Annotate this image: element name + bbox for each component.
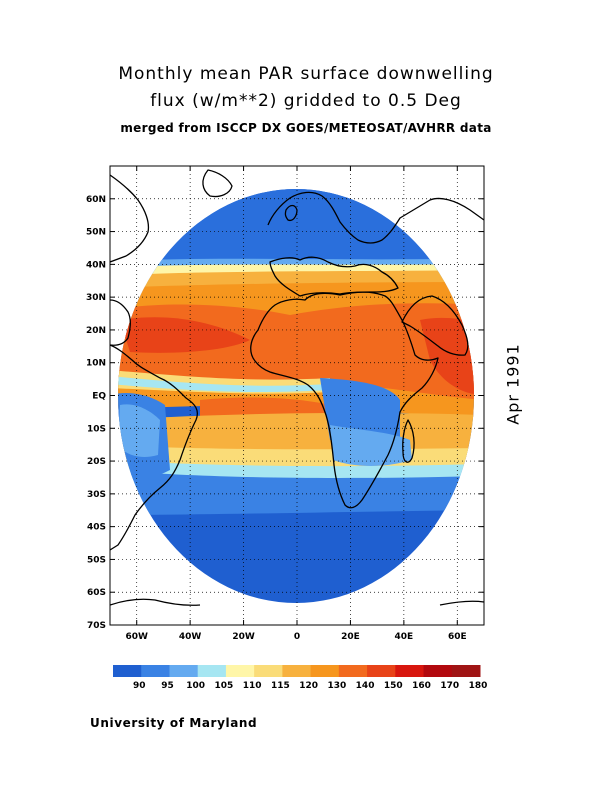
colorbar-swatch <box>423 665 453 677</box>
title-line-1: Monthly mean PAR surface downwelling <box>118 64 494 84</box>
africa-coast <box>250 291 439 509</box>
central-america-coast <box>110 299 131 346</box>
lon-label: 20W <box>232 632 255 642</box>
lat-label: EQ <box>92 392 106 402</box>
colorbar-label: 90 <box>133 681 146 691</box>
colorbar-swatch <box>367 665 396 677</box>
lat-label: 20S <box>87 457 106 467</box>
antarctica-coast-east <box>439 600 484 606</box>
colorbar-label: 110 <box>243 681 262 691</box>
colorbar-swatch <box>254 665 283 677</box>
lon-label: 60E <box>448 632 467 642</box>
date-label-container: Apr 1991 <box>493 339 533 429</box>
colorbar-label: 120 <box>299 681 318 691</box>
lat-label: 50N <box>86 228 106 238</box>
grid-lines <box>110 166 484 625</box>
colorbar-label: 180 <box>469 681 488 691</box>
latitude-labels: 60N 50N 40N 30N 20N 10N EQ 10S 20S 30S 40S 50S 60S 70… <box>86 195 106 631</box>
lat-label: 10N <box>86 359 106 369</box>
mediterranean-coast <box>269 256 399 297</box>
lat-label: 60S <box>87 588 106 598</box>
lat-label: 30N <box>86 293 106 303</box>
lat-label: 10S <box>87 424 106 434</box>
longitude-labels: 60W 40W 20W 0 20E 40E 60E <box>125 632 466 642</box>
colorbar-label: 105 <box>215 681 234 691</box>
title-line-2: flux (w/m**2) gridded to 0.5 Deg <box>150 91 462 111</box>
lon-label: 40W <box>179 632 202 642</box>
colorbar <box>113 665 481 677</box>
lat-label: 60N <box>86 195 106 205</box>
colorbar-swatch <box>113 665 142 677</box>
lon-label: 40E <box>395 632 414 642</box>
colorbar-label: 100 <box>186 681 205 691</box>
lat-label: 40N <box>86 260 106 270</box>
colorbar-swatch <box>310 665 340 677</box>
colorbar-swatch <box>451 665 481 677</box>
credit-label: University of Maryland <box>90 716 258 730</box>
arabia-coast <box>401 295 469 356</box>
colorbar-swatch <box>338 665 368 677</box>
date-label: Apr 1991 <box>503 343 523 425</box>
band-brazil-light <box>118 404 160 457</box>
lat-label: 50S <box>87 555 106 565</box>
band-itcz-cyan <box>118 376 330 392</box>
colorbar-label: 170 <box>440 681 459 691</box>
lat-label: 40S <box>87 523 106 533</box>
lon-label: 60W <box>125 632 148 642</box>
antarctica-coast-west <box>110 598 201 606</box>
colorbar-label: 130 <box>327 681 346 691</box>
greenland-coast <box>202 169 233 198</box>
colorbar-swatch <box>169 665 199 677</box>
lon-label: 0 <box>294 632 300 642</box>
colorbar-labels: 90 95 100 105 110 115 120 130 140 150 160 170 180 <box>133 681 487 691</box>
lat-label: 20N <box>86 326 106 336</box>
colorbar-swatch <box>141 665 170 677</box>
coastlines <box>110 169 484 606</box>
lon-label: 20E <box>341 632 360 642</box>
colorbar-label: 95 <box>161 681 174 691</box>
colorbar-swatch <box>197 665 227 677</box>
colorbar-label: 160 <box>412 681 431 691</box>
band-south-blue <box>118 470 474 515</box>
title-line-3: merged from ISCCP DX GOES/METEOSAT/AVHRR… <box>120 121 492 135</box>
colorbar-label: 115 <box>271 681 290 691</box>
colorbar-swatch <box>282 665 312 677</box>
south-america-coast <box>110 344 199 551</box>
colorbar-label: 150 <box>384 681 403 691</box>
band-atlantic-red-north <box>120 317 250 353</box>
lat-label: 30S <box>87 490 106 500</box>
europe-coast <box>267 191 484 244</box>
colorbar-swatch <box>225 665 255 677</box>
colorbar-swatch <box>395 665 425 677</box>
north-america-coast <box>110 174 150 263</box>
lat-label: 70S <box>87 621 106 631</box>
colorbar-label: 140 <box>356 681 375 691</box>
band-southern-africa-light <box>330 425 412 466</box>
british-isles-coast <box>284 204 298 222</box>
axis-ticks <box>110 166 484 626</box>
